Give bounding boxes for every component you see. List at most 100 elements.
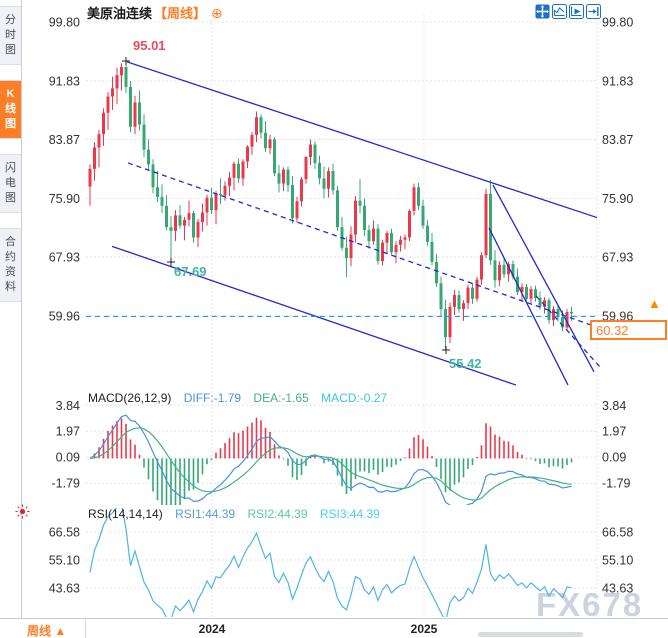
candle-body: [147, 149, 150, 165]
candle-body: [498, 264, 501, 281]
swing-price-label: 95.01: [133, 38, 166, 53]
candle-body: [363, 205, 366, 231]
sidebar-item-char: 图: [5, 192, 16, 204]
candle-body: [210, 197, 213, 211]
candle-body: [439, 283, 443, 310]
trendline[interactable]: [488, 227, 569, 386]
candle-body: [471, 287, 474, 299]
candle-body: [327, 171, 330, 189]
candle-body: [412, 187, 416, 211]
candle-body: [250, 134, 254, 147]
candle-body: [286, 169, 290, 186]
candle-body: [358, 200, 362, 206]
candle-body: [448, 306, 452, 338]
rsi-legend: RSI(14,14,14) RSI1:44.39 RSI2:44.39 RSI3…: [88, 507, 389, 521]
candle-body: [237, 163, 240, 179]
candle-body: [570, 312, 573, 314]
candle-body: [255, 117, 258, 135]
candle-body: [435, 261, 438, 284]
candle-body: [354, 200, 357, 235]
goto-latest-icon[interactable]: [586, 4, 601, 19]
y-axis-label: 3.84: [56, 399, 80, 413]
candle-body: [178, 215, 182, 226]
pan-tool-icon[interactable]: [535, 4, 550, 19]
candle-body: [462, 303, 465, 310]
candle-body: [219, 193, 222, 196]
period-selector[interactable]: 周线 ▲: [27, 624, 67, 638]
sidebar-item-2[interactable]: 闪电图: [0, 154, 21, 213]
chart-toolbar: [535, 4, 601, 19]
y-axis-label: 43.63: [49, 581, 80, 595]
candle-body: [543, 300, 546, 307]
candle-body: [88, 168, 92, 187]
trendline-dashed[interactable]: [535, 295, 602, 369]
trendline[interactable]: [126, 61, 598, 219]
trendline[interactable]: [492, 184, 595, 373]
indicator-line: [89, 427, 572, 501]
macd-diff-value: DIFF:-1.79: [183, 391, 242, 405]
title-bar: 美原油连续 【周线】 ⊕: [87, 3, 223, 22]
sidebar-item-char: 图: [5, 44, 16, 56]
y-axis-label: 67.93: [602, 251, 633, 265]
candle-body: [552, 309, 555, 321]
trendline[interactable]: [111, 245, 517, 386]
sidebar-item-3[interactable]: 合约资料: [0, 228, 21, 302]
candle-body: [97, 134, 101, 148]
candle-body: [156, 187, 159, 197]
period-tag[interactable]: 【周线】: [154, 6, 207, 21]
y-axis-label: 66.58: [49, 526, 80, 540]
y-axis-label: 55.10: [602, 554, 633, 568]
y-axis-label: -1.79: [52, 477, 81, 491]
indicator-settings-icon[interactable]: [15, 504, 30, 519]
step-forward-icon[interactable]: [569, 4, 584, 19]
swing-marker: [442, 346, 450, 354]
candle-body: [304, 157, 308, 180]
candle-body: [160, 196, 164, 206]
sidebar-item-char: 约: [5, 251, 16, 263]
macd-series: [89, 414, 573, 505]
candle-body: [453, 295, 456, 307]
candle-body: [295, 201, 299, 219]
rsi2-value: RSI2:44.39: [247, 507, 308, 521]
indicator-line: [89, 414, 572, 505]
candle-body: [489, 193, 492, 261]
candle-body: [282, 169, 285, 184]
y-axis-label: 43.63: [602, 581, 633, 595]
auto-scale-icon[interactable]: [552, 4, 567, 19]
rsi-series: [89, 508, 572, 617]
period-dropdown-arrow-icon: ▲: [54, 624, 67, 638]
y-axis-label: 99.80: [602, 16, 633, 30]
candle-body: [138, 102, 141, 125]
candle-body: [525, 286, 528, 299]
candle-body: [336, 190, 339, 228]
sidebar-item-char: 合: [5, 236, 16, 248]
candle-body: [151, 164, 155, 188]
add-indicator-icon[interactable]: ⊕: [211, 5, 223, 21]
candle-body: [529, 289, 533, 299]
candle-body: [318, 162, 321, 179]
candle-body: [291, 185, 294, 219]
horizontal-scrollbar-thumb[interactable]: [478, 632, 583, 637]
candle-body: [228, 177, 231, 186]
macd-indicator-name: MACD(26,12,9): [88, 391, 172, 405]
candle-body: [381, 242, 384, 262]
candle-body: [367, 230, 371, 242]
sidebar-item-0[interactable]: 分时图: [0, 6, 21, 65]
candle-body: [187, 213, 191, 220]
candle-body: [133, 102, 137, 127]
price-up-arrow-icon: ▲: [648, 296, 661, 311]
candle-body: [264, 132, 267, 149]
trendline-dashed[interactable]: [127, 162, 595, 327]
sidebar-item-char: 图: [5, 118, 16, 130]
y-axis-label: 59.96: [602, 309, 633, 323]
rsi1-value: RSI1:44.39: [175, 507, 236, 521]
candle-body: [115, 75, 119, 89]
rsi-indicator-name: RSI(14,14,14): [88, 507, 163, 521]
y-axis-label: 0.09: [56, 451, 80, 465]
macd-macd-value: MACD:-0.27: [321, 391, 388, 405]
sidebar-item-char: 时: [5, 29, 16, 41]
symbol-title: 美原油连续: [87, 6, 153, 21]
swing-price-label: 55.42: [449, 356, 482, 371]
